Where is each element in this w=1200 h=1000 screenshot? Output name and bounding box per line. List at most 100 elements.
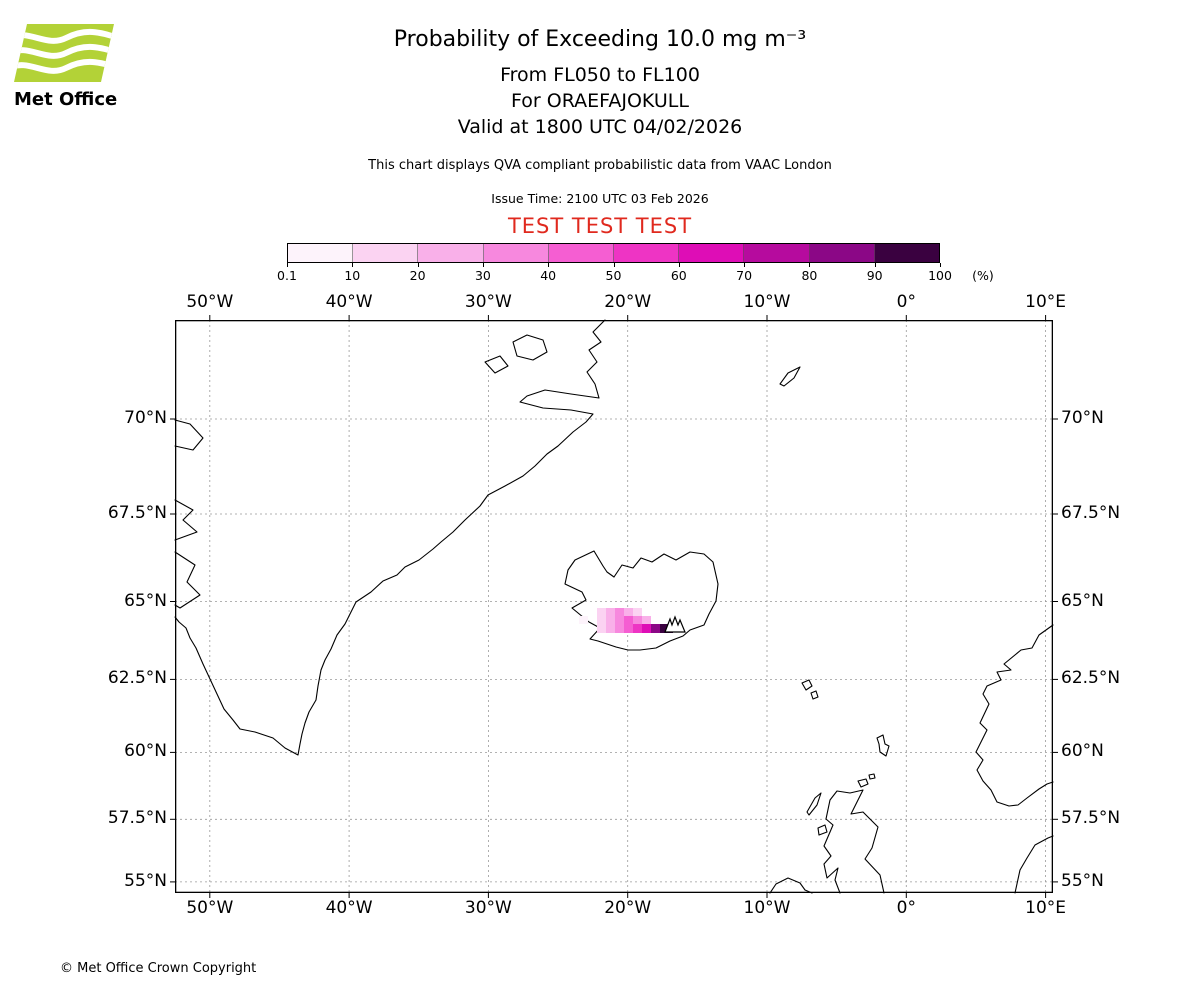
qva-note: This chart displays QVA compliant probab… xyxy=(368,158,832,173)
colorbar-tick xyxy=(482,263,484,267)
probability-cell-0.1-10 xyxy=(579,616,588,624)
logo-text: Met Office xyxy=(14,89,118,110)
lon-label-bottom: 20°W xyxy=(604,898,652,918)
lon-label-bottom: 40°W xyxy=(325,898,373,918)
colorbar-tick-label: 0.1 xyxy=(277,268,297,283)
lat-label-right: 70°N xyxy=(1061,408,1104,428)
colorbar-tick-label: 100 xyxy=(928,268,952,283)
probability-cell-10-20 xyxy=(633,608,642,616)
lon-label-bottom: 0° xyxy=(896,898,916,918)
probability-cell-80-90 xyxy=(651,624,660,633)
colorbar-segment-50-60 xyxy=(614,244,680,262)
colorbar-tick xyxy=(287,263,288,267)
colorbar-tick-label: 50 xyxy=(605,268,622,283)
colorbar-tick xyxy=(874,263,876,267)
map-panel xyxy=(170,315,1058,898)
met-office-logo: Met Office xyxy=(14,22,126,110)
colorbar-segments xyxy=(287,243,940,263)
colorbar-tick-label: 40 xyxy=(540,268,557,283)
colorbar-tick-label: 30 xyxy=(474,268,491,283)
colorbar-tick xyxy=(744,263,746,267)
lon-label-top: 50°W xyxy=(186,292,234,312)
colorbar-segment-60-70 xyxy=(679,244,745,262)
lat-label-right: 62.5°N xyxy=(1061,668,1121,689)
lon-label-top: 10°E xyxy=(1025,292,1067,312)
lat-label-left: 57.5°N xyxy=(107,808,167,829)
colorbar-tick-label: 90 xyxy=(866,268,883,283)
colorbar-segment-40-50 xyxy=(548,244,615,262)
lon-label-top: 0° xyxy=(896,292,916,312)
lon-label-top: 40°W xyxy=(325,292,373,312)
probability-cell-50-60 xyxy=(633,624,642,633)
lat-label-right: 57.5°N xyxy=(1061,808,1121,829)
coastline xyxy=(484,355,509,374)
coastline xyxy=(1014,835,1054,894)
lat-label-right: 60°N xyxy=(1061,741,1104,762)
colorbar-segment-70-80 xyxy=(744,244,810,262)
colorbar-tick xyxy=(548,263,550,267)
colorbar-segment-30-40 xyxy=(483,244,549,262)
copyright-text: © Met Office Crown Copyright xyxy=(60,961,257,976)
probability-cell-10-20 xyxy=(597,616,606,624)
coastline xyxy=(817,824,828,836)
coastline xyxy=(868,773,876,780)
coastline xyxy=(769,877,813,894)
probability-cell-60-70 xyxy=(642,624,651,633)
lat-label-left: 65°N xyxy=(124,590,167,611)
colorbar-tick xyxy=(940,263,941,267)
chart-level-range: From FL050 to FL100 xyxy=(500,64,700,86)
volcano-marker xyxy=(664,615,686,633)
issue-time: Issue Time: 2100 UTC 03 Feb 2026 xyxy=(491,191,709,206)
colorbar-segment-20-30 xyxy=(418,244,484,262)
lat-label-right: 65°N xyxy=(1061,590,1104,611)
probability-cell-10-20 xyxy=(597,608,606,616)
probability-cell-10-20 xyxy=(597,624,606,633)
coastline xyxy=(857,778,869,788)
map-border xyxy=(174,319,1054,894)
colorbar-tick xyxy=(417,263,419,267)
test-banner: TEST TEST TEST xyxy=(507,214,693,238)
coastline xyxy=(810,690,819,700)
coastline xyxy=(806,792,822,816)
lat-label-left: 62.5°N xyxy=(107,668,167,689)
lat-label-left: 55°N xyxy=(124,870,167,891)
lat-label-right: 55°N xyxy=(1061,870,1104,891)
colorbar-tick xyxy=(352,263,354,267)
colorbar-labels: (%) 0.1 10 20 30 40 50 60 70 80 90 100 xyxy=(277,263,994,285)
lon-label-bottom: 30°W xyxy=(464,898,512,918)
lat-label-left: 60°N xyxy=(124,741,167,762)
lon-label-bottom: 50°W xyxy=(186,898,234,918)
coastline xyxy=(512,334,548,361)
coastline xyxy=(975,624,1054,807)
probability-cell-40-50 xyxy=(624,616,633,624)
chart-volcano-name: For ORAEFAJOKULL xyxy=(511,90,689,112)
coastline xyxy=(174,419,204,451)
colorbar-tick xyxy=(613,263,615,267)
probability-cell-30-40 xyxy=(615,608,624,616)
lon-label-top: 20°W xyxy=(604,292,652,312)
probability-colorbar: (%) 0.1 10 20 30 40 50 60 70 80 90 100 xyxy=(277,243,994,285)
lon-label-bottom: 10°E xyxy=(1025,898,1067,918)
lat-label-left: 67.5°N xyxy=(107,503,167,523)
probability-cell-20-30 xyxy=(642,616,651,624)
colorbar-tick-label: 70 xyxy=(736,268,753,283)
chart-valid-time: Valid at 1800 UTC 04/02/2026 xyxy=(457,116,743,138)
colorbar-tick-label: 60 xyxy=(670,268,687,283)
colorbar-segment-10-20 xyxy=(353,244,419,262)
coastline xyxy=(564,550,719,651)
colorbar-segment-80-90 xyxy=(809,244,875,262)
probability-cell-30-40 xyxy=(615,616,624,624)
logo-waves-icon xyxy=(14,29,114,74)
colorbar-tick-label: 20 xyxy=(409,268,426,283)
coastline xyxy=(801,679,813,691)
chart-title: Probability of Exceeding 10.0 mg m⁻³ xyxy=(393,27,807,52)
met-office-logo-icon xyxy=(14,24,114,82)
colorbar-tick xyxy=(809,263,811,267)
map-canvas xyxy=(170,315,1058,898)
probability-cell-40-50 xyxy=(624,624,633,633)
probability-cell-30-40 xyxy=(633,616,642,624)
coastline xyxy=(876,734,890,757)
probability-cell-20-30 xyxy=(606,608,615,616)
lon-label-bottom: 10°W xyxy=(743,898,791,918)
probability-cell-20-30 xyxy=(606,624,615,633)
